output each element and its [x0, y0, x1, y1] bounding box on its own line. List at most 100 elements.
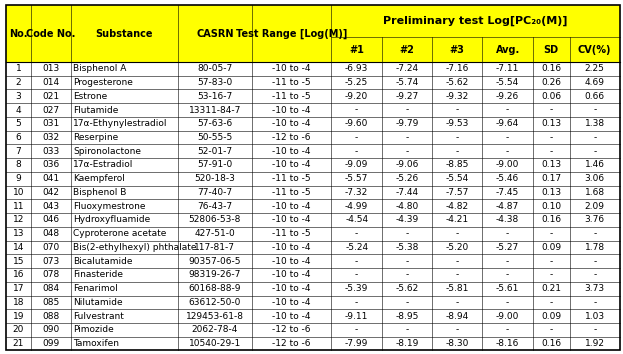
- Text: 13: 13: [12, 229, 24, 238]
- Text: #2: #2: [399, 45, 414, 55]
- Text: 14: 14: [13, 243, 24, 252]
- Text: 2.09: 2.09: [585, 202, 605, 211]
- Text: 1.38: 1.38: [584, 119, 605, 128]
- Text: 60168-88-9: 60168-88-9: [189, 284, 241, 293]
- Text: -: -: [406, 298, 409, 307]
- Text: 2062-78-4: 2062-78-4: [192, 325, 238, 334]
- Text: -9.20: -9.20: [345, 92, 368, 101]
- Text: -10 to -4: -10 to -4: [272, 243, 311, 252]
- Text: Pimozide: Pimozide: [73, 325, 114, 334]
- Text: Kaempferol: Kaempferol: [73, 174, 125, 183]
- Text: 0.13: 0.13: [541, 119, 561, 128]
- Text: -8.94: -8.94: [445, 312, 469, 321]
- Text: 1: 1: [16, 64, 21, 73]
- Text: 90357-06-5: 90357-06-5: [189, 257, 241, 266]
- Text: -5.62: -5.62: [445, 78, 469, 87]
- Text: -: -: [406, 325, 409, 334]
- Text: -: -: [455, 257, 459, 266]
- Text: -8.16: -8.16: [496, 339, 520, 348]
- Text: -: -: [455, 229, 459, 238]
- Text: -10 to -4: -10 to -4: [272, 202, 311, 211]
- Text: 1.92: 1.92: [585, 339, 605, 348]
- Text: 17α-Estradiol: 17α-Estradiol: [73, 160, 133, 170]
- Text: Hydroxyfluamide: Hydroxyfluamide: [73, 216, 150, 224]
- Text: 046: 046: [42, 216, 59, 224]
- Text: 17: 17: [12, 284, 24, 293]
- Text: -: -: [355, 105, 358, 115]
- Text: 19: 19: [12, 312, 24, 321]
- Text: Bicalutamide: Bicalutamide: [73, 257, 133, 266]
- Text: -: -: [506, 298, 509, 307]
- Text: -10 to -4: -10 to -4: [272, 105, 311, 115]
- Text: -12 to -6: -12 to -6: [272, 325, 311, 334]
- Text: 98319-26-7: 98319-26-7: [189, 270, 241, 279]
- Text: -: -: [406, 147, 409, 156]
- Text: -8.85: -8.85: [445, 160, 469, 170]
- Text: -10 to -4: -10 to -4: [272, 270, 311, 279]
- Text: 032: 032: [42, 133, 59, 142]
- Text: -4.80: -4.80: [396, 202, 419, 211]
- Text: -6.93: -6.93: [345, 64, 368, 73]
- Text: 088: 088: [42, 312, 59, 321]
- Text: -4.39: -4.39: [396, 216, 419, 224]
- Text: 10: 10: [12, 188, 24, 197]
- Text: -: -: [549, 133, 553, 142]
- Text: 57-91-0: 57-91-0: [197, 160, 232, 170]
- Text: -10 to -4: -10 to -4: [272, 216, 311, 224]
- Text: 52-01-7: 52-01-7: [197, 147, 232, 156]
- Text: -: -: [506, 105, 509, 115]
- Text: Substance: Substance: [95, 29, 153, 39]
- Text: 16: 16: [12, 270, 24, 279]
- Text: -: -: [549, 270, 553, 279]
- Text: 036: 036: [42, 160, 59, 170]
- Text: 15: 15: [12, 257, 24, 266]
- Text: -5.54: -5.54: [445, 174, 469, 183]
- Text: -7.99: -7.99: [345, 339, 368, 348]
- Text: -: -: [355, 147, 358, 156]
- Text: CV(%): CV(%): [578, 45, 612, 55]
- Text: -7.16: -7.16: [445, 64, 469, 73]
- Text: 4: 4: [16, 105, 21, 115]
- Text: 13311-84-7: 13311-84-7: [189, 105, 241, 115]
- Text: -: -: [406, 270, 409, 279]
- Text: -10 to -4: -10 to -4: [272, 160, 311, 170]
- Text: 033: 033: [42, 147, 59, 156]
- Text: 129453-61-8: 129453-61-8: [186, 312, 244, 321]
- Text: 1.03: 1.03: [584, 312, 605, 321]
- Text: -: -: [355, 325, 358, 334]
- Text: 12: 12: [13, 216, 24, 224]
- Text: 57-83-0: 57-83-0: [197, 78, 232, 87]
- Text: 52806-53-8: 52806-53-8: [189, 216, 241, 224]
- Text: -: -: [455, 270, 459, 279]
- Text: -: -: [355, 257, 358, 266]
- Text: -9.09: -9.09: [345, 160, 368, 170]
- Text: -: -: [506, 133, 509, 142]
- Text: Code No.: Code No.: [26, 29, 75, 39]
- Text: 1.68: 1.68: [584, 188, 605, 197]
- Text: 2: 2: [16, 78, 21, 87]
- Text: -5.61: -5.61: [496, 284, 520, 293]
- Text: 520-18-3: 520-18-3: [194, 174, 235, 183]
- Text: -5.20: -5.20: [445, 243, 469, 252]
- Text: -4.99: -4.99: [345, 202, 368, 211]
- Text: No.: No.: [9, 29, 28, 39]
- Text: -9.53: -9.53: [445, 119, 469, 128]
- Text: Fulvestrant: Fulvestrant: [73, 312, 124, 321]
- Text: -: -: [593, 298, 596, 307]
- Text: -: -: [593, 325, 596, 334]
- Text: 0.13: 0.13: [541, 160, 561, 170]
- Text: -5.27: -5.27: [496, 243, 519, 252]
- Text: 0.06: 0.06: [541, 92, 561, 101]
- Text: -5.62: -5.62: [396, 284, 419, 293]
- Text: 427-51-0: 427-51-0: [194, 229, 235, 238]
- Text: -8.19: -8.19: [395, 339, 419, 348]
- Text: -5.81: -5.81: [445, 284, 469, 293]
- Text: -12 to -6: -12 to -6: [272, 339, 311, 348]
- Text: 63612-50-0: 63612-50-0: [189, 298, 241, 307]
- Text: -: -: [455, 325, 459, 334]
- Text: -10 to -4: -10 to -4: [272, 119, 311, 128]
- Text: 77-40-7: 77-40-7: [197, 188, 232, 197]
- Text: 10540-29-1: 10540-29-1: [189, 339, 241, 348]
- Text: -: -: [506, 270, 509, 279]
- Text: 027: 027: [42, 105, 59, 115]
